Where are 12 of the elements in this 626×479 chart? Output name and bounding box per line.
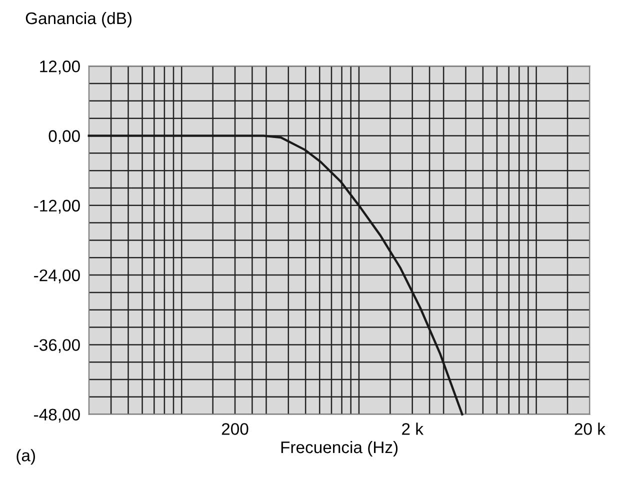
x-axis-title: Frecuencia (Hz)	[281, 440, 398, 457]
y-tick-label: 0,00	[48, 130, 80, 144]
y-tick-label: -48,00	[34, 408, 80, 423]
text: (a)	[16, 449, 35, 465]
x-tick-label: 2 k	[402, 422, 424, 435]
y-axis-title: Ganancia (dB)	[26, 12, 132, 28]
x-tick-label: 200	[222, 423, 248, 435]
y-tick-label: 12,00	[40, 60, 80, 74]
y-tick-label: -36,00	[34, 339, 80, 353]
x-tick-label: 20 k	[574, 422, 606, 435]
y-tick-label: -12,00	[34, 200, 80, 214]
y-tick-label: -24,00	[34, 269, 80, 284]
